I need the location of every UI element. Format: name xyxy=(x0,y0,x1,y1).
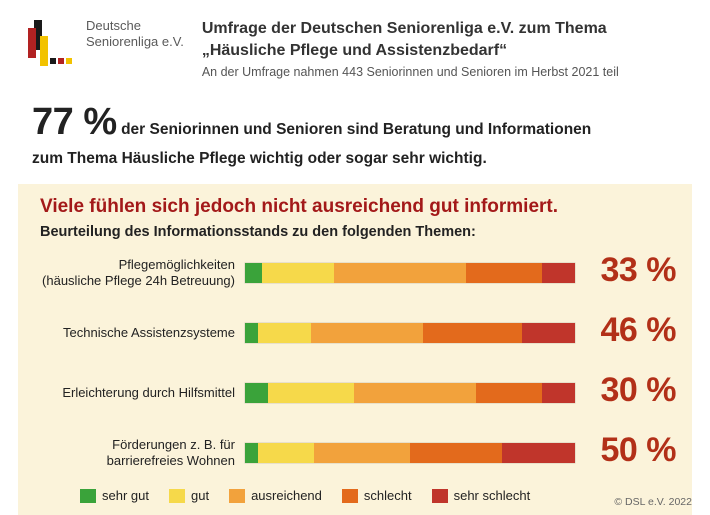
row-label: Technische Assistenzsysteme xyxy=(40,325,235,341)
bar-segment xyxy=(410,443,502,463)
bar-segment xyxy=(466,263,542,283)
survey-subtitle: An der Umfrage nahmen 443 Seniorinnen un… xyxy=(202,65,682,79)
legend-label: schlecht xyxy=(364,488,412,503)
bar-segment xyxy=(522,323,575,343)
chart-rows: Pflegemöglichkeiten(häusliche Pflege 24h… xyxy=(40,248,670,478)
bar-segment xyxy=(245,443,258,463)
logo: Deutsche Seniorenliga e.V. xyxy=(28,18,184,68)
bar-wrap: 50 % xyxy=(245,428,670,478)
copyright: © DSL e.V. 2022 xyxy=(614,496,692,508)
panel-headline: Viele fühlen sich jedoch nicht ausreiche… xyxy=(40,196,670,218)
stat-text-1: der Seniorinnen und Senioren sind Beratu… xyxy=(121,121,591,138)
bar-wrap: 30 % xyxy=(245,368,670,418)
bar-segment xyxy=(258,323,311,343)
logo-text-line1: Deutsche xyxy=(86,18,184,34)
legend: sehr gut gut ausreichend schlecht sehr schle… xyxy=(40,488,670,503)
bar-segment xyxy=(258,443,314,463)
bar-segment xyxy=(311,323,423,343)
chart-row: Pflegemöglichkeiten(häusliche Pflege 24h… xyxy=(40,248,670,298)
row-callout: 33 % xyxy=(601,252,677,291)
bar-segment xyxy=(262,263,335,283)
row-callout: 50 % xyxy=(601,432,677,471)
logo-text-line2: Seniorenliga e.V. xyxy=(86,34,184,50)
bar-segment xyxy=(314,443,410,463)
stacked-bar xyxy=(245,443,575,463)
bar-segment xyxy=(268,383,354,403)
bar-segment xyxy=(542,383,575,403)
legend-item: sehr gut xyxy=(80,488,149,503)
legend-swatch xyxy=(342,489,358,503)
bar-wrap: 46 % xyxy=(245,308,670,358)
chart-panel: Viele fühlen sich jedoch nicht ausreiche… xyxy=(18,184,692,515)
legend-label: gut xyxy=(191,488,209,503)
bar-segment xyxy=(245,323,258,343)
stacked-bar xyxy=(245,383,575,403)
bar-wrap: 33 % xyxy=(245,248,670,298)
survey-title: Umfrage der Deutschen Seniorenliga e.V. … xyxy=(202,18,682,61)
stacked-bar xyxy=(245,323,575,343)
legend-swatch xyxy=(432,489,448,503)
bar-segment xyxy=(245,263,262,283)
legend-label: sehr gut xyxy=(102,488,149,503)
header-text: Umfrage der Deutschen Seniorenliga e.V. … xyxy=(202,18,682,79)
chart-row: Technische Assistenzsysteme 46 % xyxy=(40,308,670,358)
bar-segment xyxy=(354,383,476,403)
logo-text: Deutsche Seniorenliga e.V. xyxy=(86,18,184,51)
title-line1: Umfrage der Deutschen Seniorenliga e.V. … xyxy=(202,20,607,37)
row-label: Förderungen z. B. fürbarrierefreies Wohn… xyxy=(40,437,235,470)
row-callout: 46 % xyxy=(601,312,677,351)
legend-swatch xyxy=(80,489,96,503)
legend-swatch xyxy=(229,489,245,503)
bar-segment xyxy=(542,263,575,283)
bar-segment xyxy=(423,323,522,343)
headline-stat: 77 % der Seniorinnen und Senioren sind B… xyxy=(0,87,710,184)
stacked-bar xyxy=(245,263,575,283)
big-percent: 77 % xyxy=(32,101,117,143)
stat-text-2: zum Thema Häusliche Pflege wichtig oder … xyxy=(32,150,487,167)
bar-segment xyxy=(245,383,268,403)
bar-segment xyxy=(476,383,542,403)
legend-item: schlecht xyxy=(342,488,412,503)
row-callout: 30 % xyxy=(601,372,677,411)
legend-label: sehr schlecht xyxy=(454,488,531,503)
legend-label: ausreichend xyxy=(251,488,322,503)
legend-item: ausreichend xyxy=(229,488,322,503)
legend-item: sehr schlecht xyxy=(432,488,531,503)
header: Deutsche Seniorenliga e.V. Umfrage der D… xyxy=(0,0,710,87)
bar-segment xyxy=(502,443,575,463)
chart-row: Förderungen z. B. fürbarrierefreies Wohn… xyxy=(40,428,670,478)
row-label: Pflegemöglichkeiten(häusliche Pflege 24h… xyxy=(40,257,235,290)
logo-mark xyxy=(28,18,78,68)
legend-item: gut xyxy=(169,488,209,503)
row-label: Erleichterung durch Hilfsmittel xyxy=(40,385,235,401)
legend-swatch xyxy=(169,489,185,503)
title-line2: „Häusliche Pflege und Assistenzbedarf“ xyxy=(202,42,507,59)
chart-row: Erleichterung durch Hilfsmittel 30 % xyxy=(40,368,670,418)
panel-subheading: Beurteilung des Informationsstands zu de… xyxy=(40,224,670,240)
bar-segment xyxy=(334,263,466,283)
